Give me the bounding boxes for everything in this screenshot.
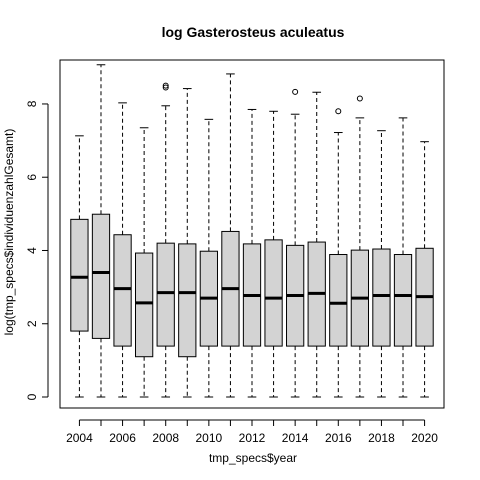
outlier-point (162, 84, 169, 91)
y-tick-label: 4 (25, 247, 39, 254)
box (91, 213, 111, 339)
outlier-point (162, 82, 169, 89)
outlier-point (335, 108, 342, 115)
plot-area: 0 2 4 6 8 2004 2006 2008 2010 2012 2014 2016 2018 202… (25, 59, 445, 445)
y-tick-label: 0 (25, 393, 39, 400)
box (156, 242, 175, 347)
outlier-point (356, 95, 363, 102)
outlier-point (292, 88, 299, 95)
plot-frame (59, 59, 445, 409)
box (113, 234, 132, 347)
x-tick-label: 2010 (196, 431, 223, 445)
x-tick-label: 2012 (239, 431, 266, 445)
y-tick-label: 2 (25, 320, 39, 327)
x-tick-label: 2006 (109, 431, 136, 445)
x-tick-label: 2008 (152, 431, 179, 445)
x-tick-label: 2018 (368, 431, 395, 445)
y-axis-label: log(tmp_specs$individuenzahlGesamt) (2, 129, 16, 336)
box (264, 239, 283, 347)
box (70, 218, 89, 332)
x-tick-label: 2014 (282, 431, 309, 445)
box (135, 252, 154, 358)
x-tick-label: 2020 (411, 431, 438, 445)
x-tick-label: 2004 (66, 431, 93, 445)
y-tick-label: 8 (25, 100, 39, 107)
box (329, 254, 348, 347)
chart-title: log Gasterosteus aculeatus (162, 24, 345, 40)
box (372, 248, 391, 347)
y-tick-label: 6 (25, 174, 39, 181)
x-axis-label: tmp_specs$year (209, 451, 297, 465)
x-tick-label: 2016 (325, 431, 352, 445)
box (178, 243, 197, 358)
box (393, 254, 413, 347)
